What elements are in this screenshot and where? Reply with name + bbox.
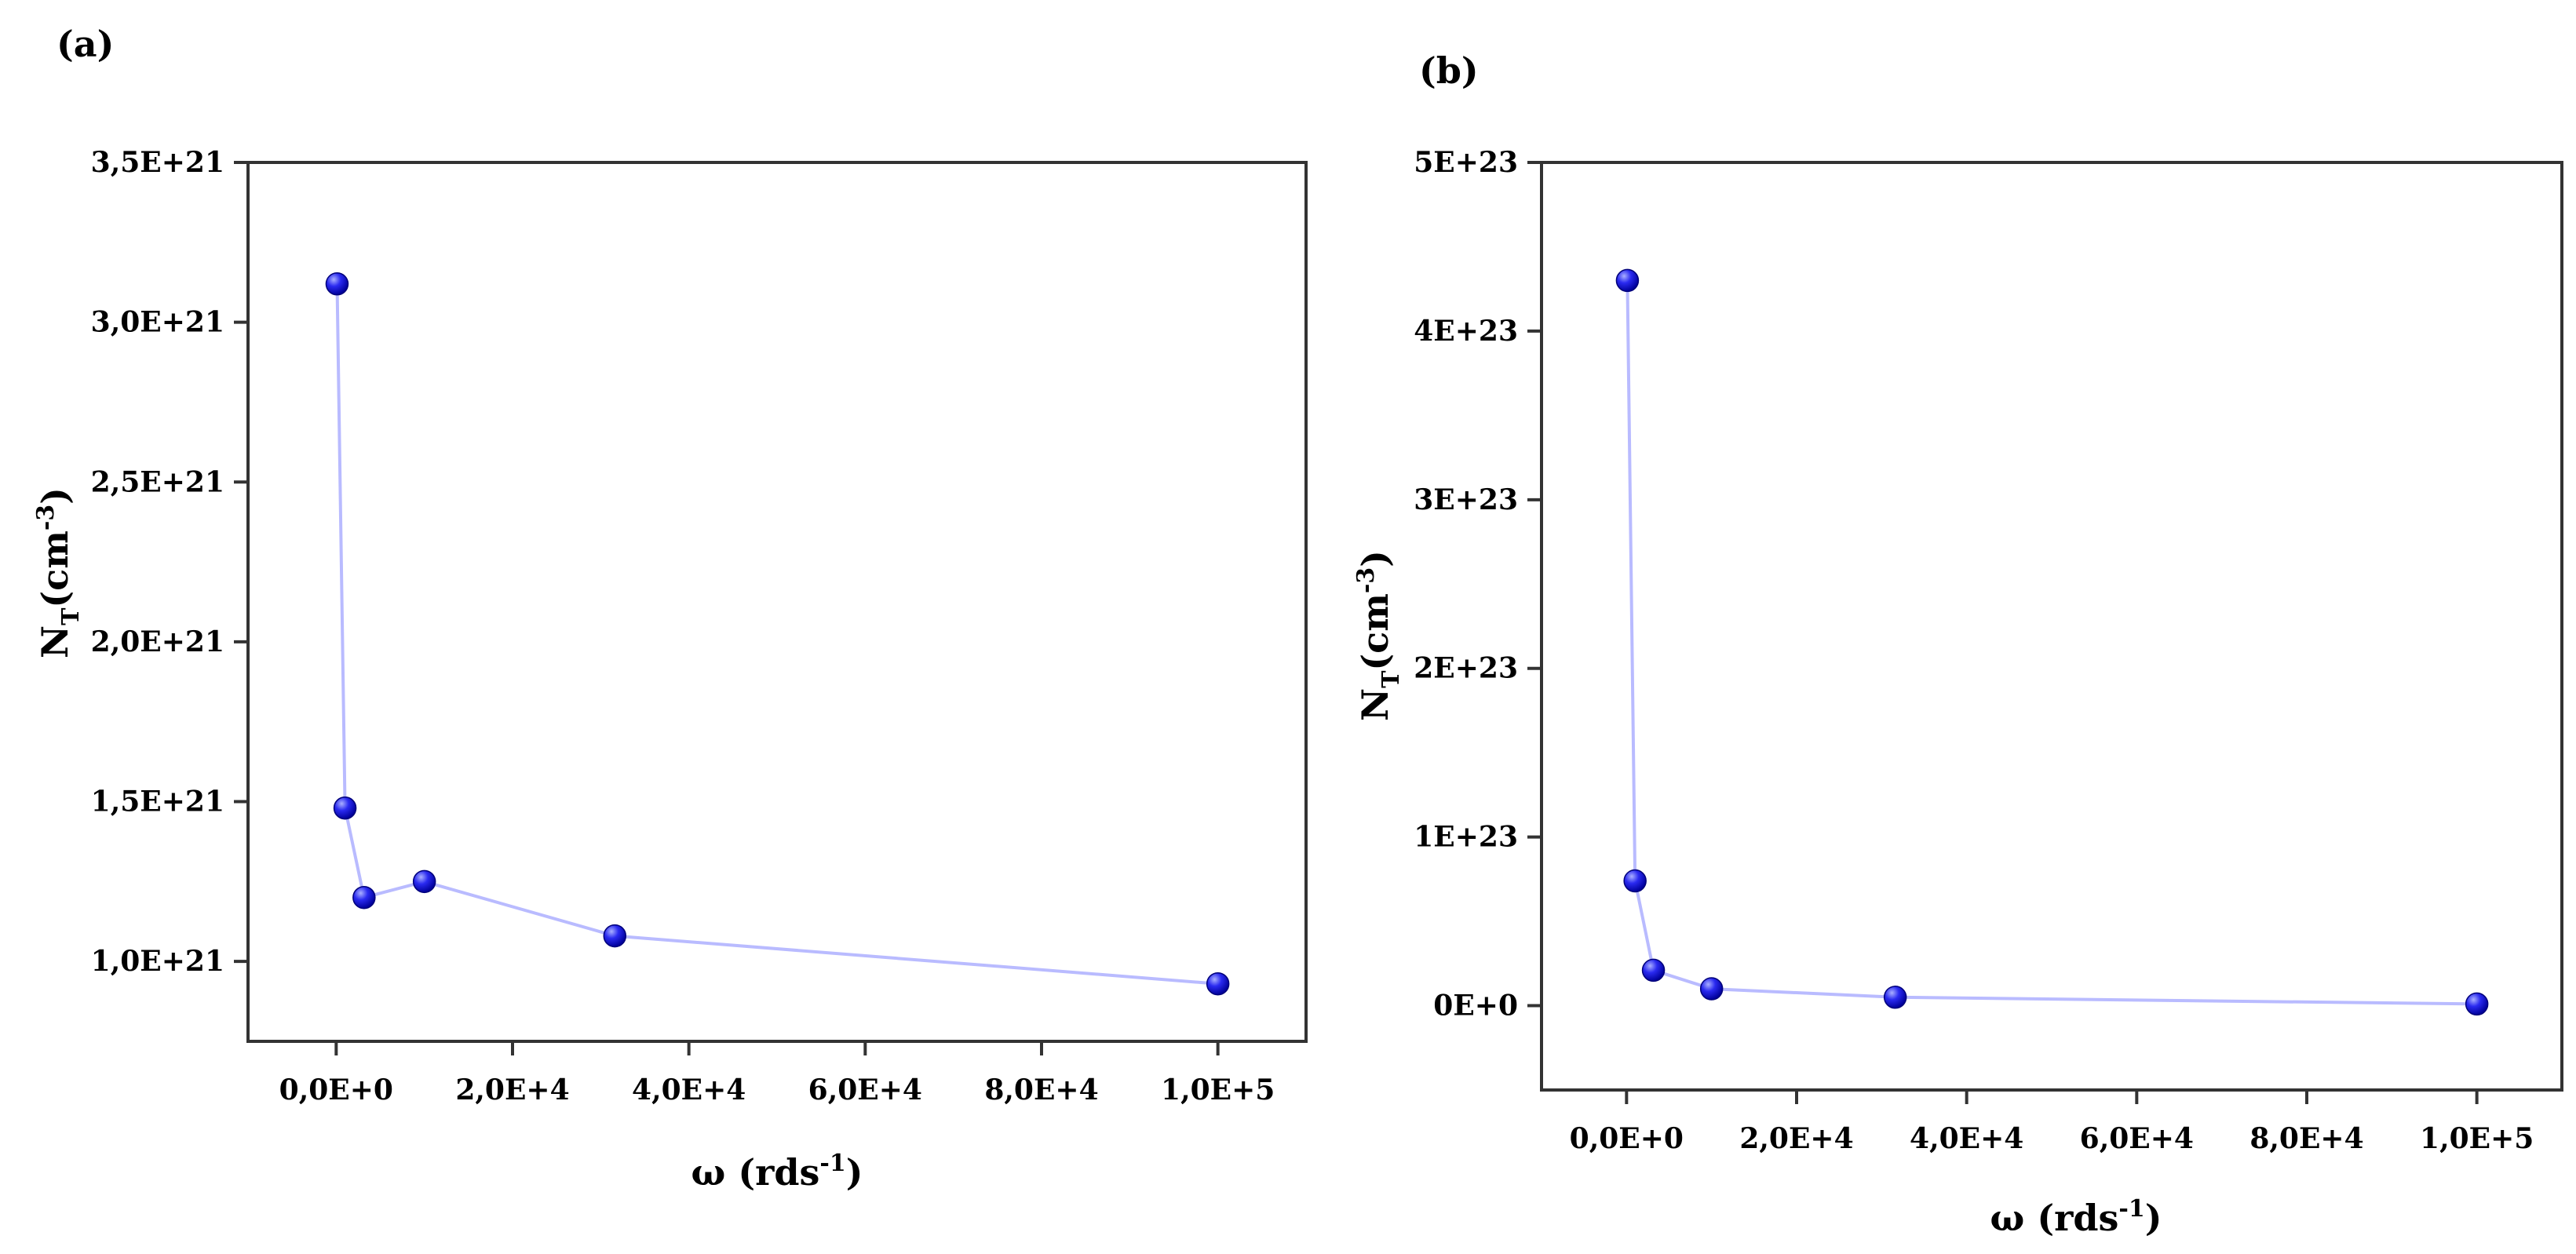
y-tick-label-b-4: 4E+23 <box>1414 315 1518 348</box>
plot-frame-b <box>1540 161 2563 1092</box>
panel-a: (a) 0,0E+0 2,0E+4 4,0E+4 6,0E+4 8,0E+4 1,0E+5… <box>32 23 1308 1194</box>
panel-b: (b) 0,0E+0 2,0E+4 4,0E+4 6,0E+4 8,0E+4 1,0E+5… <box>1352 49 2563 1239</box>
x-tick-label-a-4: 8,0E+4 <box>984 1074 1098 1106</box>
y-tick-label-a-5: 3,5E+21 <box>91 146 224 179</box>
series-a <box>325 272 1230 996</box>
y-tick-labels-b: 0E+0 1E+23 2E+23 3E+23 4E+23 5E+23 <box>1414 146 1518 1023</box>
y-tick-label-b-5: 5E+23 <box>1414 146 1518 179</box>
data-point-b-5 <box>2465 992 2489 1016</box>
x-axis-title-a: ω (rds-1) <box>691 1150 863 1194</box>
data-point-a-3 <box>412 869 436 894</box>
x-tick-label-a-2: 4,0E+4 <box>632 1074 746 1106</box>
tick-marks-a <box>234 161 1220 1055</box>
y-tick-label-a-1: 1,5E+21 <box>91 786 224 818</box>
x-tick-labels-a: 0,0E+0 2,0E+4 4,0E+4 6,0E+4 8,0E+4 1,0E+5 <box>279 1074 1275 1106</box>
x-tick-label-b-4: 8,0E+4 <box>2249 1122 2363 1155</box>
y-axis-title-b: NT(cm-3) <box>1352 550 1405 721</box>
x-tick-label-b-3: 6,0E+4 <box>2080 1122 2194 1155</box>
panel-label-a: (a) <box>57 23 114 65</box>
panel-label-b: (b) <box>1419 49 1479 92</box>
data-point-b-2 <box>1641 958 1666 982</box>
data-point-a-4 <box>603 924 627 948</box>
y-tick-label-a-3: 2,5E+21 <box>91 465 224 498</box>
data-point-b-0 <box>1615 268 1640 293</box>
y-tick-label-a-4: 3,0E+21 <box>91 306 224 339</box>
x-tick-label-b-1: 2,0E+4 <box>1739 1122 1853 1155</box>
x-tick-label-a-3: 6,0E+4 <box>808 1074 922 1106</box>
y-tick-label-b-0: 0E+0 <box>1433 990 1518 1023</box>
x-tick-label-b-2: 4,0E+4 <box>1910 1122 2023 1155</box>
x-tick-label-a-1: 2,0E+4 <box>455 1074 569 1106</box>
tick-marks-b <box>1527 161 2479 1104</box>
y-tick-label-b-3: 3E+23 <box>1414 483 1518 516</box>
y-tick-label-b-2: 2E+23 <box>1414 652 1518 685</box>
x-axis-title-b: ω (rds-1) <box>1990 1195 2162 1239</box>
data-point-a-2 <box>352 885 376 910</box>
x-tick-label-a-5: 1,0E+5 <box>1161 1074 1275 1106</box>
plot-frame-a <box>246 161 1308 1043</box>
y-axis-title-a: NT(cm-3) <box>32 487 85 658</box>
y-tick-label-a-0: 1,0E+21 <box>91 945 224 978</box>
y-tick-label-b-1: 1E+23 <box>1414 821 1518 854</box>
series-line-b-0 <box>1626 280 2477 1006</box>
data-point-b-4 <box>1883 986 1907 1009</box>
x-tick-label-a-0: 0,0E+0 <box>279 1074 393 1106</box>
series-line-a-0 <box>335 283 1218 986</box>
data-point-b-3 <box>1699 977 1724 1001</box>
y-tick-label-a-2: 2,0E+21 <box>91 625 224 658</box>
series-b <box>1615 268 2489 1016</box>
x-tick-labels-b: 0,0E+0 2,0E+4 4,0E+4 6,0E+4 8,0E+4 1,0E+5 <box>1570 1122 2534 1155</box>
data-point-a-1 <box>333 796 357 820</box>
y-tick-labels-a: 1,0E+21 1,5E+21 2,0E+21 2,5E+21 3,0E+21 3,5E+… <box>91 146 224 978</box>
data-point-b-1 <box>1623 869 1647 893</box>
data-point-a-0 <box>325 272 349 296</box>
data-point-a-5 <box>1206 971 1230 996</box>
x-tick-label-b-5: 1,0E+5 <box>2420 1122 2534 1155</box>
x-tick-label-b-0: 0,0E+0 <box>1570 1122 1684 1155</box>
